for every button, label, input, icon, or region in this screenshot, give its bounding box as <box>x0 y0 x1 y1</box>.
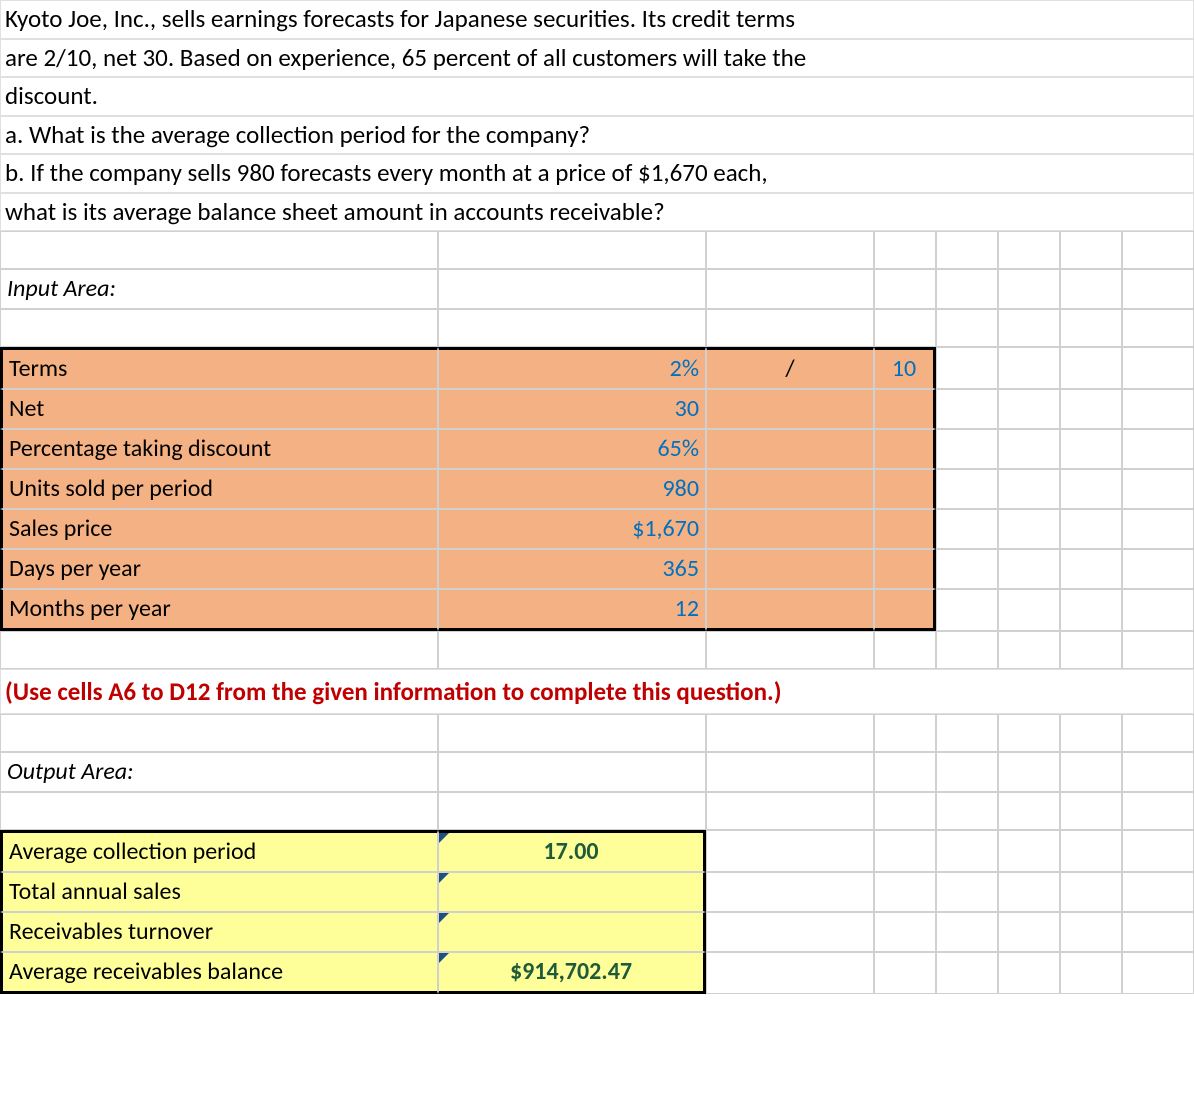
problem-line-2: are 2/10, net 30. Based on experience, 6… <box>0 39 1194 78</box>
val-sales-price[interactable]: $1,670 <box>438 509 706 549</box>
val-pct-discount[interactable]: 65% <box>438 429 706 469</box>
val-terms-days[interactable]: 10 <box>874 347 936 389</box>
output-area-heading: Output Area: <box>0 752 438 792</box>
blank-row <box>0 714 1194 752</box>
val-units-sold[interactable]: 980 <box>438 469 706 509</box>
hint-text: (Use cells A6 to D12 from the given info… <box>0 669 1194 714</box>
val-terms-pct[interactable]: 2% <box>438 347 706 389</box>
label-units-sold: Units sold per period <box>0 469 438 509</box>
val-recv-turnover[interactable] <box>438 912 706 952</box>
val-months-year[interactable]: 12 <box>438 589 706 631</box>
label-total-sales: Total annual sales <box>0 872 438 912</box>
blank-row <box>0 792 1194 830</box>
val-total-sales[interactable] <box>438 872 706 912</box>
label-recv-turnover: Receivables turnover <box>0 912 438 952</box>
val-terms-sep: / <box>706 347 874 389</box>
val-days-year[interactable]: 365 <box>438 549 706 589</box>
problem-line-3: discount. <box>0 77 1194 116</box>
problem-line-6: what is its average balance sheet amount… <box>0 193 1194 232</box>
label-months-year: Months per year <box>0 589 438 631</box>
spreadsheet-grid: Kyoto Joe, Inc., sells earnings forecast… <box>0 0 1194 994</box>
input-area-heading: Input Area: <box>0 269 438 309</box>
label-days-year: Days per year <box>0 549 438 589</box>
label-avg-recv-bal: Average receivables balance <box>0 952 438 994</box>
blank-row <box>0 309 1194 347</box>
label-avg-collection: Average collection period <box>0 830 438 872</box>
problem-line-1: Kyoto Joe, Inc., sells earnings forecast… <box>0 0 1194 39</box>
label-pct-discount: Percentage taking discount <box>0 429 438 469</box>
problem-line-4: a. What is the average collection period… <box>0 116 1194 155</box>
val-avg-recv-bal[interactable]: $914,702.47 <box>438 952 706 994</box>
problem-line-5: b. If the company sells 980 forecasts ev… <box>0 154 1194 193</box>
label-sales-price: Sales price <box>0 509 438 549</box>
blank-row <box>0 631 1194 669</box>
label-terms: Terms <box>0 347 438 389</box>
blank-row <box>0 231 1194 269</box>
label-net: Net <box>0 389 438 429</box>
val-net[interactable]: 30 <box>438 389 706 429</box>
val-avg-collection[interactable]: 17.00 <box>438 830 706 872</box>
